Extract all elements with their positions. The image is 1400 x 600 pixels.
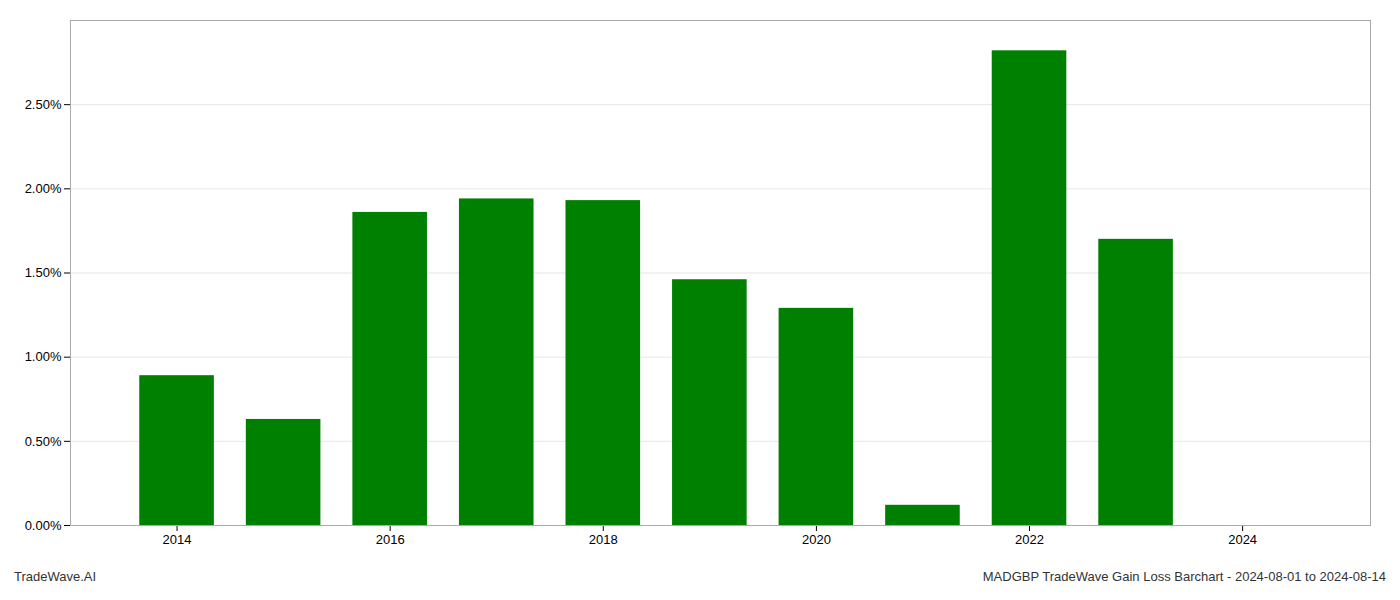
svg-text:0.00%: 0.00% <box>25 518 62 533</box>
svg-text:2022: 2022 <box>1015 532 1044 547</box>
svg-text:2.00%: 2.00% <box>25 181 62 196</box>
html-text:TradeWave.AI: TradeWave.AI <box>14 569 97 584</box>
svg-text:2.50%: 2.50% <box>25 97 62 112</box>
svg-text:2020: 2020 <box>802 532 831 547</box>
svg-text:2016: 2016 <box>376 532 405 547</box>
svg-text:2018: 2018 <box>589 532 618 547</box>
svg-text:1.00%: 1.00% <box>25 349 62 364</box>
svg-text:0.50%: 0.50% <box>25 433 62 448</box>
svg-text:2014: 2014 <box>163 532 192 547</box>
svg-text:1.50%: 1.50% <box>25 265 62 280</box>
svg-text:2024: 2024 <box>1228 532 1257 547</box>
html-text:MADGBP TradeWave Gain Loss Bar: MADGBP TradeWave Gain Loss Barchart - 20… <box>982 569 1386 584</box>
